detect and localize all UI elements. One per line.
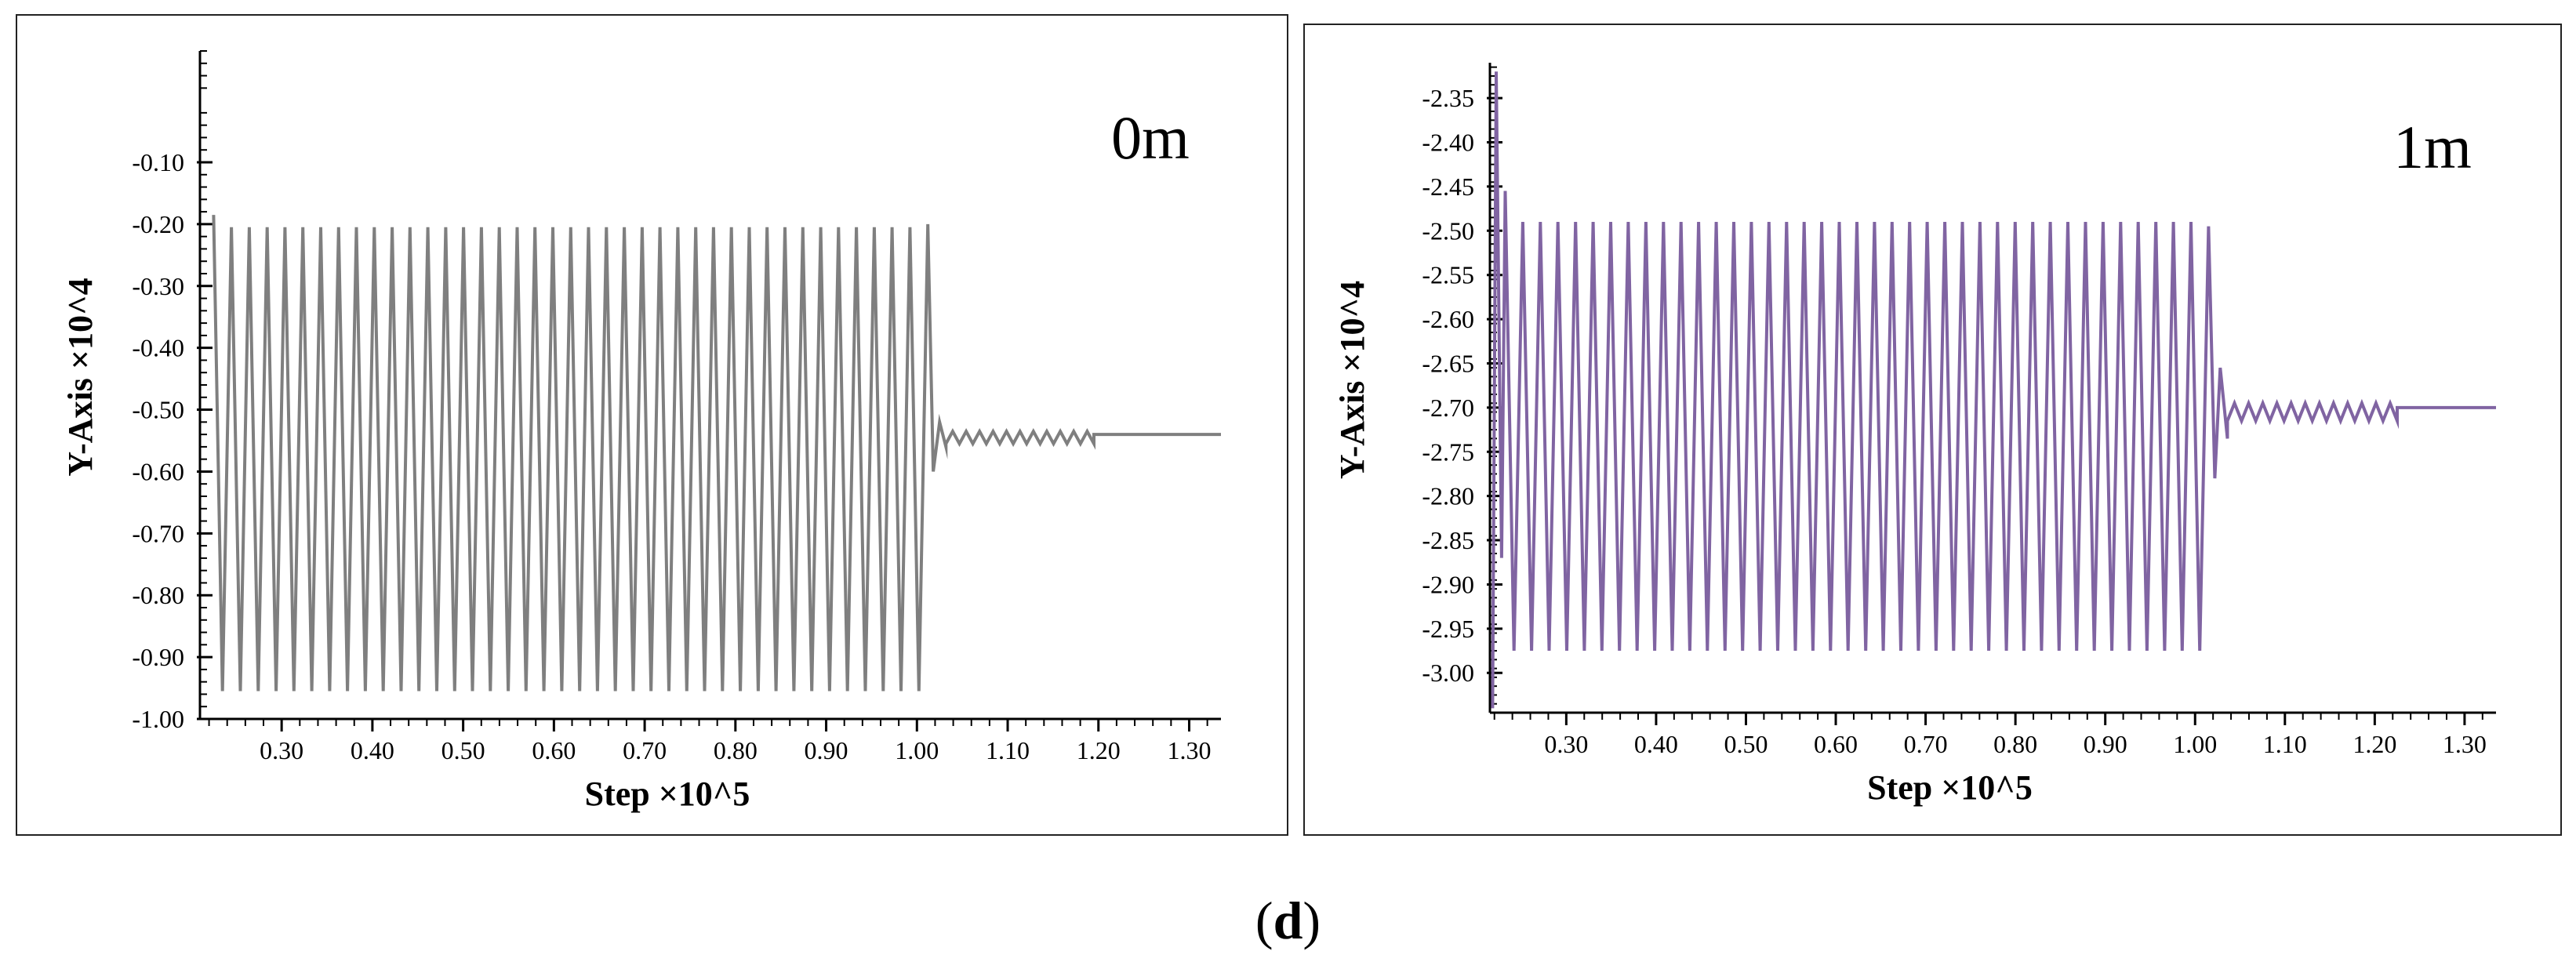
y-tick-label: -2.50: [1422, 216, 1474, 245]
y-tick-label: -2.55: [1422, 261, 1474, 289]
x-tick-label: 0.90: [805, 736, 848, 764]
y-tick-label: -2.70: [1422, 394, 1474, 422]
y-tick-label: -2.65: [1422, 349, 1474, 377]
figure-caption-letter: d: [1273, 891, 1303, 950]
y-tick-label: -2.95: [1422, 615, 1474, 643]
x-tick-label: 0.40: [351, 736, 394, 764]
panel-label: 1m: [2393, 113, 2472, 181]
y-tick-label: -0.40: [132, 334, 184, 362]
x-tick-label: 1.10: [2263, 730, 2307, 758]
y-tick-label: -0.80: [132, 581, 184, 609]
series-line-0m: [212, 215, 1221, 692]
y-tick-label: -2.60: [1422, 305, 1474, 333]
x-tick-label: 0.50: [1724, 730, 1768, 758]
y-tick-label: -0.90: [132, 643, 184, 671]
x-tick-label: 1.20: [1077, 736, 1121, 764]
x-tick-label: 0.60: [1814, 730, 1858, 758]
y-tick-label: -2.75: [1422, 437, 1474, 466]
chart-panel-1m: -2.35 -2.40 -2.45 -2.50 -2.55 -2.60 -2.65 -2.70…: [1303, 24, 2562, 836]
x-tick-label: 1.00: [895, 736, 939, 764]
panel-label: 0m: [1111, 103, 1190, 172]
y-tick-label: -2.80: [1422, 482, 1474, 510]
x-tick-label: 1.20: [2353, 730, 2396, 758]
y-tick-label: -0.10: [132, 148, 184, 176]
x-tick-label: 0.70: [1904, 730, 1948, 758]
y-tick-label: -0.60: [132, 457, 184, 485]
x-tick-label: 0.40: [1634, 730, 1678, 758]
y-axis-label: Y-Axis ×10^4: [1333, 281, 1372, 479]
x-tick-label: 1.30: [1167, 736, 1211, 764]
y-tick-label: -2.40: [1422, 129, 1474, 157]
x-tick-label: 1.00: [2173, 730, 2217, 758]
x-tick-label: 0.80: [714, 736, 758, 764]
y-axis-label: Y-Axis ×10^4: [61, 278, 100, 476]
y-tick-label: -1.00: [132, 705, 184, 733]
y-tick-label: -0.30: [132, 272, 184, 300]
x-tick-label: 0.90: [2084, 730, 2127, 758]
x-axis-label: Step ×10^5: [1867, 768, 2033, 807]
figure-caption: (d): [1255, 891, 1321, 950]
y-tick-label: -2.45: [1422, 172, 1474, 201]
y-tick-label: -0.70: [132, 519, 184, 547]
y-tick-label: -2.90: [1422, 570, 1474, 598]
x-tick-label: 0.30: [1544, 730, 1588, 758]
x-tick-label: 0.70: [623, 736, 667, 764]
x-axis-label: Step ×10^5: [585, 775, 750, 813]
y-tick-label: -2.35: [1422, 84, 1474, 112]
y-tick-label: -0.20: [132, 210, 184, 238]
x-tick-label: 1.30: [2443, 730, 2487, 758]
y-tick-label: -3.00: [1422, 659, 1474, 687]
x-tick-label: 0.60: [532, 736, 576, 764]
chart-0m: -0.10 -0.20 -0.30 -0.40 -0.50 -0.60 -0.70 -0.80…: [61, 50, 1221, 813]
chart-panel-0m: -0.10 -0.20 -0.30 -0.40 -0.50 -0.60 -0.70 -0.80…: [16, 14, 1288, 836]
series-line-1m: [1491, 71, 2496, 709]
y-tick-label: -2.85: [1422, 526, 1474, 554]
x-tick-label: 0.80: [1993, 730, 2037, 758]
chart-1m: -2.35 -2.40 -2.45 -2.50 -2.55 -2.60 -2.65 -2.70…: [1333, 63, 2496, 807]
x-tick-label: 1.10: [986, 736, 1030, 764]
x-tick-label: 0.30: [260, 736, 303, 764]
y-tick-label: -0.50: [132, 396, 184, 424]
x-tick-label: 0.50: [441, 736, 485, 764]
